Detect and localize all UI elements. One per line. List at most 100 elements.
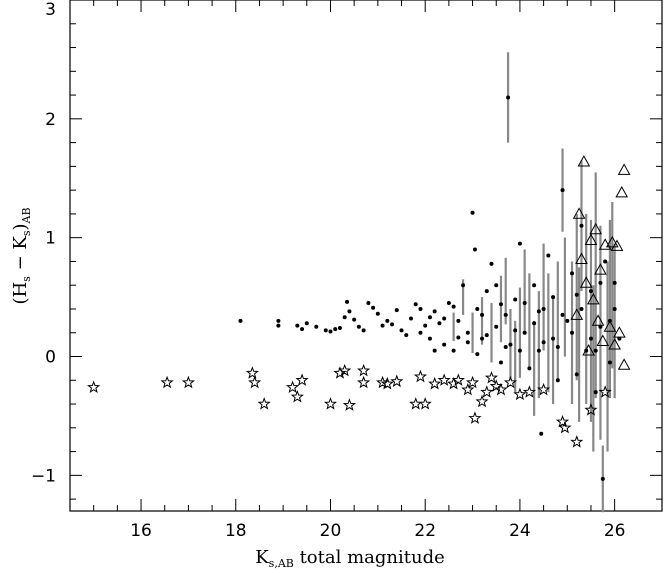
star-point-7	[290, 389, 304, 403]
star-point-27	[468, 411, 482, 424]
dot-point-104	[612, 280, 617, 285]
dot-point-42	[480, 336, 485, 341]
dot-point-61	[560, 188, 565, 193]
dot-point-74	[617, 336, 622, 341]
dot-point-79	[475, 352, 480, 357]
dot-point-84	[522, 301, 527, 306]
triangle-point-6	[605, 235, 619, 248]
dot-point-83	[513, 328, 518, 333]
dot-point-59	[551, 336, 556, 341]
y-title-sub3: AB	[20, 207, 33, 224]
x-axis-title-main: K	[255, 547, 269, 568]
dot-point-10	[337, 325, 342, 330]
tick-labels: 16 18 20 22 24 26 −1 0 1 2 3	[31, 0, 626, 541]
dot-point-44	[489, 261, 494, 266]
dot-point-51	[517, 241, 522, 246]
star-point-22	[437, 373, 451, 386]
star-point-11	[338, 363, 352, 377]
x-axis-title: Ks,AB total magnitude	[255, 547, 445, 570]
dot-point-55	[536, 348, 541, 353]
star-point-5	[257, 397, 271, 410]
x-tick-label: 20	[320, 521, 342, 541]
dot-point-102	[574, 292, 579, 297]
triangle-point-15	[613, 326, 626, 338]
dot-point-1	[276, 318, 281, 323]
star-point-40	[584, 403, 598, 416]
dot-point-89	[570, 330, 575, 335]
dot-point-76	[442, 316, 447, 321]
dot-point-85	[532, 321, 537, 326]
dot-point-72	[607, 360, 612, 365]
triangle-point-18	[582, 344, 595, 356]
dot-point-69	[598, 324, 603, 329]
star-point-6	[285, 380, 300, 394]
dot-point-33	[442, 342, 447, 347]
dot-point-15	[356, 324, 361, 329]
dot-point-87	[551, 295, 556, 300]
star-point-29	[480, 385, 494, 398]
triangle-point-19	[617, 358, 631, 370]
dot-point-64	[574, 372, 579, 377]
dot-point-35	[451, 348, 456, 353]
y-title-close: )	[10, 223, 31, 230]
star-point-13	[357, 363, 371, 377]
dot-point-88	[560, 312, 565, 317]
dot-point-40	[472, 247, 477, 252]
triangle-point-16	[596, 334, 610, 346]
dot-point-50	[513, 297, 518, 302]
triangle-point-4	[589, 222, 603, 235]
y-tick-label: 2	[45, 110, 56, 130]
dot-point-9	[333, 327, 338, 332]
dot-point-34	[446, 301, 451, 306]
dot-point-57	[541, 306, 546, 311]
dot-point-23	[394, 308, 399, 313]
star-point-25	[461, 382, 475, 396]
dot-point-60	[555, 378, 560, 383]
dot-point-17	[366, 301, 371, 306]
dot-point-75	[432, 348, 437, 353]
dot-point-52	[522, 330, 527, 335]
dot-point-43	[484, 289, 489, 294]
dot-point-32	[437, 321, 442, 326]
dot-point-30	[427, 336, 432, 341]
star-point-9	[323, 397, 338, 410]
dot-point-2	[276, 323, 281, 328]
dot-point-91	[588, 336, 593, 341]
dot-point-68	[593, 390, 598, 395]
x-tick-label: 24	[509, 521, 531, 541]
triangle-point-13	[570, 308, 584, 320]
dot-point-16	[361, 328, 366, 333]
dot-point-3	[295, 323, 300, 328]
dot-point-21	[385, 318, 390, 323]
y-title-sub2: s	[20, 230, 33, 236]
star-point-10	[333, 366, 347, 379]
dot-point-24	[399, 328, 404, 333]
star-point-0	[87, 380, 101, 394]
dot-point-31	[432, 309, 437, 314]
plot-frame	[69, 0, 663, 512]
dot-point-82	[503, 345, 508, 350]
y-tick-label: −1	[31, 466, 56, 486]
star-point-30	[484, 370, 499, 384]
y-axis-title: (Hs − Ks)AB	[10, 207, 33, 304]
dot-point-47	[503, 312, 508, 317]
y-title-mid: − K	[10, 236, 31, 277]
dot-point-14	[352, 317, 357, 322]
dot-point-28	[418, 330, 423, 335]
dot-point-65	[579, 223, 584, 228]
dot-point-18	[371, 305, 376, 310]
triangle-point-9	[575, 252, 588, 264]
x-tick-label: 16	[130, 521, 152, 541]
y-title-sub1: s	[20, 276, 33, 282]
star-point-39	[570, 435, 584, 448]
star-point-32	[494, 382, 508, 396]
y-title-open: (H	[10, 282, 31, 305]
triangle-point-3	[572, 207, 586, 219]
star-point-33	[503, 375, 518, 389]
y-tick-label: 3	[45, 0, 56, 20]
star-point-23	[447, 376, 461, 390]
x-axis-title-rest: total magnitude	[294, 547, 445, 568]
x-axis-title-sub: s,AB	[269, 557, 294, 570]
triangle-point-8	[610, 239, 624, 251]
